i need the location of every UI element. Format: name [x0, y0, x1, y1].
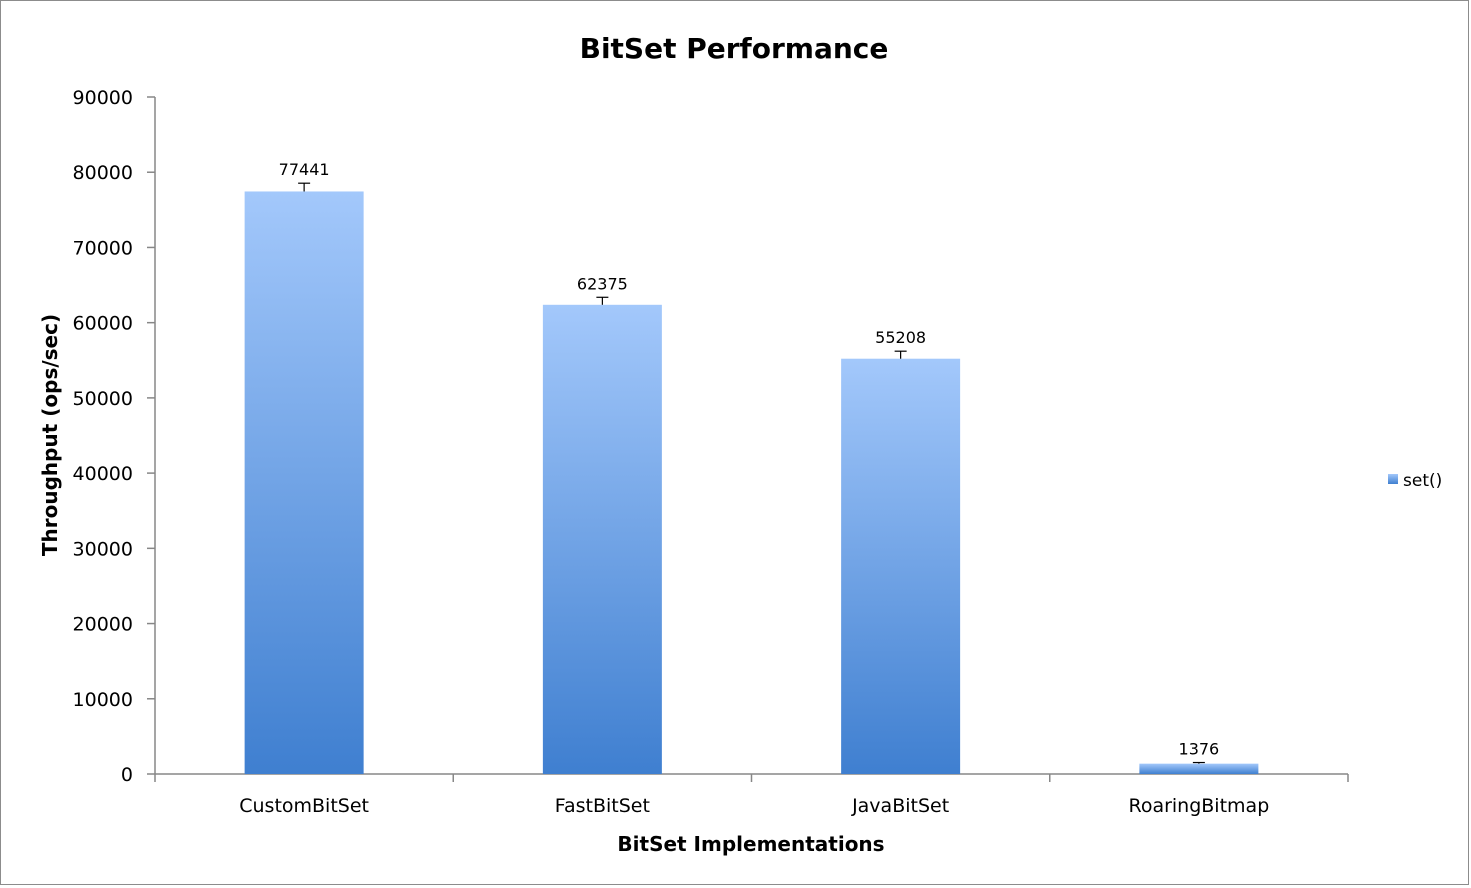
legend-swatch — [1388, 474, 1398, 484]
x-tick-label: CustomBitSet — [239, 795, 369, 817]
legend: set() — [1388, 471, 1442, 491]
chart-title: BitSet Performance — [580, 32, 889, 65]
y-tick-label: 90000 — [73, 87, 133, 109]
data-label: 1376 — [1179, 740, 1220, 759]
y-tick-label: 20000 — [73, 614, 133, 636]
x-axis-title: BitSet Implementations — [617, 832, 884, 856]
y-tick-label: 40000 — [73, 463, 133, 485]
y-tick-label: 10000 — [73, 689, 133, 711]
y-tick-label: 80000 — [73, 162, 133, 184]
x-tick-label: RoaringBitmap — [1128, 795, 1269, 817]
data-label: 62375 — [577, 274, 628, 293]
bar — [1139, 763, 1259, 774]
plot-area: 0 10000 20000 30000 40000 50000 60000 70000 8000… — [73, 87, 1349, 817]
bar — [542, 304, 662, 774]
y-tick-label: 70000 — [73, 237, 133, 259]
legend-label: set() — [1403, 471, 1442, 491]
data-label: 55208 — [875, 328, 926, 347]
bar — [841, 358, 961, 774]
y-tick-label: 50000 — [73, 388, 133, 410]
y-tick-label: 60000 — [73, 313, 133, 335]
x-tick-label: JavaBitSet — [851, 795, 949, 817]
x-tick-label: FastBitSet — [555, 795, 650, 817]
y-axis-title: Throughput (ops/sec) — [38, 314, 62, 556]
y-tick-label: 0 — [121, 764, 133, 786]
y-tick-label: 30000 — [73, 538, 133, 560]
data-label: 77441 — [279, 160, 330, 179]
bar — [244, 191, 364, 775]
